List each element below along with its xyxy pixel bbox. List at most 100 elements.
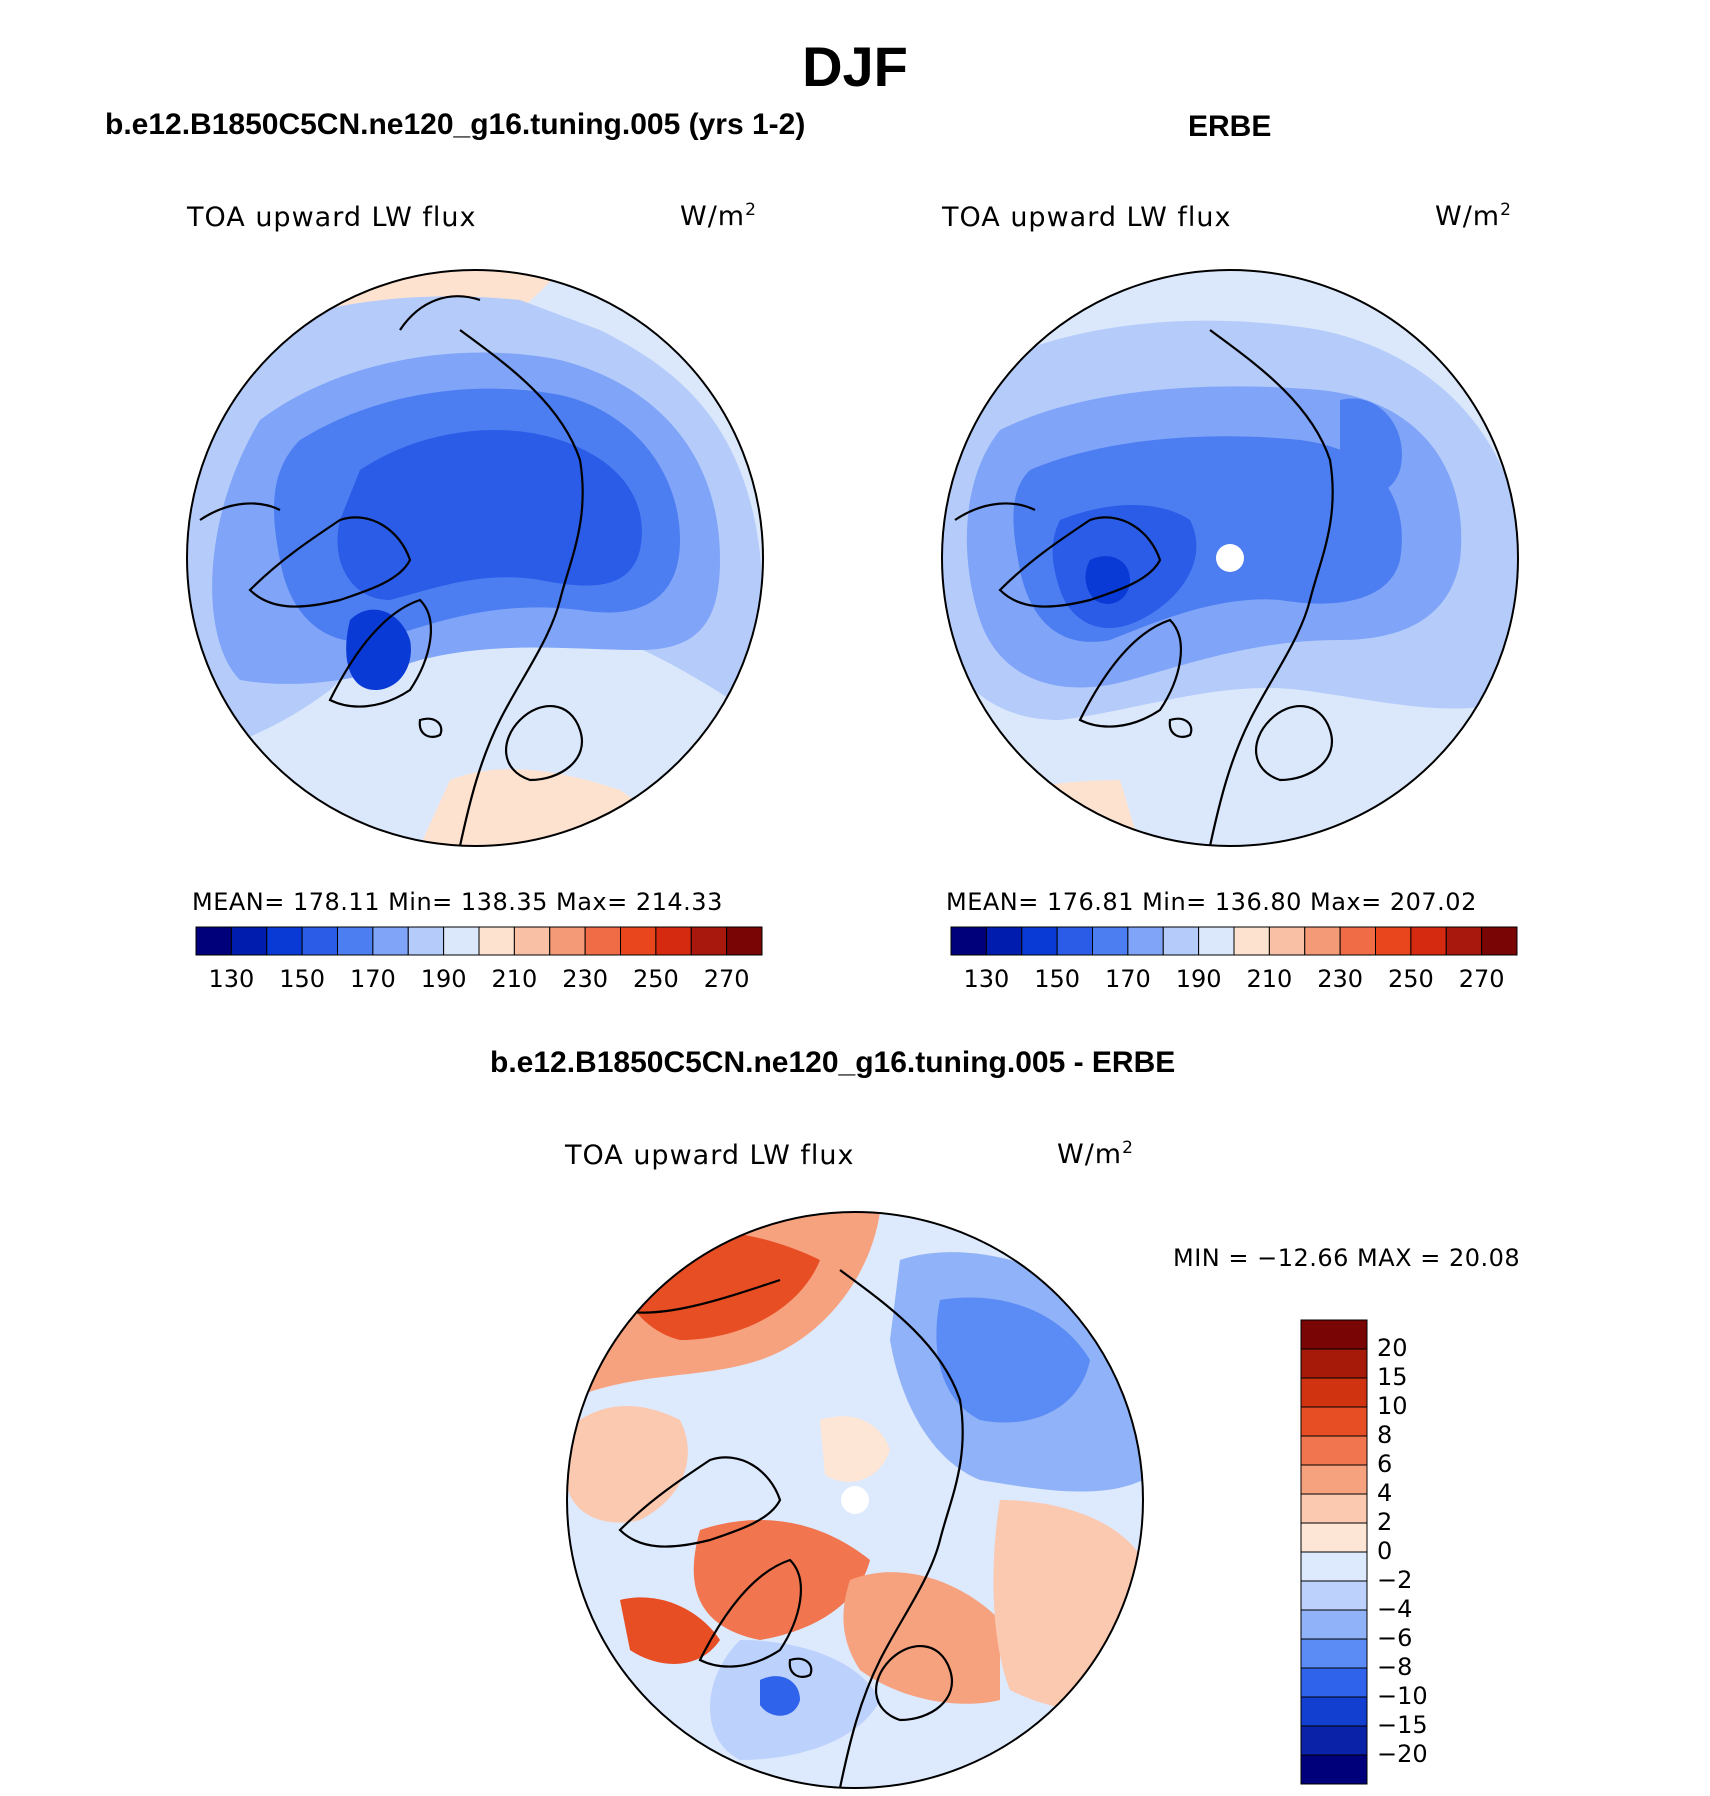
colorbar-diff-swatch: [1300, 1638, 1368, 1669]
colorbar-erbe-tick-label: 210: [1246, 965, 1293, 993]
colorbar-erbe-swatch: [985, 926, 1023, 956]
colorbar-diff-swatch: [1300, 1348, 1368, 1379]
colorbar-diff-tick-label: −8: [1377, 1653, 1413, 1681]
colorbar-diff-tick-label: 6: [1377, 1450, 1393, 1478]
colorbar-erbe-swatch: [1375, 926, 1412, 956]
colorbar-model-tick-label: 130: [208, 965, 255, 993]
units-label-erbe: W/m2: [1435, 200, 1512, 232]
colorbar-diff-tick-label: 15: [1377, 1363, 1408, 1391]
colorbar-model-swatch: [513, 926, 551, 956]
colorbar-model-swatch: [620, 926, 657, 956]
colorbar-diff-tick-label: −4: [1377, 1595, 1413, 1623]
colorbar-erbe-swatch: [1021, 926, 1058, 956]
colorbar-erbe-swatch: [1445, 926, 1483, 956]
colorbar-model-swatch: [301, 926, 338, 956]
colorbar-diff-swatch: [1300, 1725, 1368, 1756]
colorbar-erbe-swatch: [1339, 926, 1376, 956]
colorbar-model-swatch: [690, 926, 728, 956]
colorbar-model-swatch: [443, 926, 480, 956]
colorbar-diff-swatch: [1300, 1435, 1368, 1466]
colorbar-model-tick-label: 270: [703, 965, 750, 993]
colorbar-erbe-swatch: [1410, 926, 1447, 956]
erbe-field: [942, 270, 1518, 846]
colorbar-diff-tick-label: −2: [1377, 1566, 1413, 1594]
colorbar-model: [195, 926, 763, 956]
colorbar-erbe-swatch: [1304, 926, 1341, 956]
colorbar-erbe-tick-label: 270: [1458, 965, 1505, 993]
diff-pole-mask: [841, 1486, 869, 1514]
colorbar-erbe-tick-label: 190: [1175, 965, 1222, 993]
colorbar-model-swatch: [478, 926, 515, 956]
colorbar-diff-tick-label: 10: [1377, 1392, 1408, 1420]
panel-title-erbe: ERBE: [1188, 110, 1272, 143]
colorbar-diff-swatch: [1300, 1522, 1368, 1553]
colorbar-diff-tick-label: −15: [1377, 1711, 1428, 1739]
colorbar-model-tick-label: 190: [420, 965, 467, 993]
colorbar-diff-swatch: [1300, 1696, 1368, 1727]
erbe-pole-mask: [1216, 544, 1244, 572]
colorbar-model-swatch: [584, 926, 621, 956]
colorbar-model-swatch: [195, 926, 232, 956]
variable-label-model: TOA upward LW flux: [187, 202, 477, 233]
colorbar-model-tick-label: 150: [279, 965, 326, 993]
variable-label-diff: TOA upward LW flux: [565, 1140, 855, 1171]
colorbar-erbe-swatch: [1233, 926, 1270, 956]
colorbar-diff-tick-label: 8: [1377, 1421, 1393, 1449]
stats-diff: MIN = −12.66 MAX = 20.08: [1173, 1244, 1521, 1272]
model-coastlines: [199, 295, 584, 846]
colorbar-diff-swatch: [1300, 1493, 1368, 1524]
colorbar-erbe-swatch: [1268, 926, 1306, 956]
colorbar-diff-swatch: [1300, 1406, 1368, 1437]
colorbar-model-tick-label: 250: [632, 965, 679, 993]
erbe-coastlines: [954, 329, 1334, 846]
colorbar-diff-swatch: [1300, 1754, 1368, 1785]
colorbar-diff-swatch: [1300, 1464, 1368, 1495]
colorbar-erbe-swatch: [950, 926, 987, 956]
colorbar-model-swatch: [337, 926, 374, 956]
panel-title-diff: b.e12.B1850C5CN.ne120_g16.tuning.005 - E…: [490, 1046, 1176, 1079]
colorbar-erbe-tick-label: 230: [1317, 965, 1364, 993]
colorbar-erbe: [950, 926, 1518, 956]
colorbar-model-swatch: [230, 926, 268, 956]
main-title: DJF: [802, 35, 908, 98]
colorbar-erbe-tick-label: 150: [1034, 965, 1081, 993]
colorbar-erbe-tick-label: 130: [963, 965, 1010, 993]
colorbar-diff-tick-label: 20: [1377, 1334, 1408, 1362]
colorbar-erbe-swatch: [1127, 926, 1164, 956]
colorbar-erbe-swatch: [1092, 926, 1129, 956]
colorbar-diff: [1300, 1319, 1368, 1785]
colorbar-model-swatch: [726, 926, 763, 956]
stats-model: MEAN= 178.11 Min= 138.35 Max= 214.33: [192, 888, 723, 916]
colorbar-diff-tick-label: 2: [1377, 1508, 1393, 1536]
colorbar-model-swatch: [655, 926, 692, 956]
colorbar-model-swatch: [266, 926, 303, 956]
panel-title-model: b.e12.B1850C5CN.ne120_g16.tuning.005 (yr…: [105, 108, 806, 141]
units-label-model: W/m2: [680, 200, 757, 232]
colorbar-erbe-swatch: [1481, 926, 1518, 956]
colorbar-erbe-swatch: [1162, 926, 1200, 956]
stats-erbe: MEAN= 176.81 Min= 136.80 Max= 207.02: [946, 888, 1477, 916]
colorbar-model-tick-label: 230: [562, 965, 609, 993]
colorbar-erbe-tick-label: 250: [1387, 965, 1434, 993]
colorbar-erbe-swatch: [1056, 926, 1093, 956]
colorbar-diff-swatch: [1300, 1580, 1368, 1611]
colorbar-erbe-swatch: [1198, 926, 1235, 956]
colorbar-model-tick-label: 170: [349, 965, 396, 993]
colorbar-diff-swatch: [1300, 1377, 1368, 1408]
colorbar-diff-swatch: [1300, 1609, 1368, 1640]
colorbar-diff-tick-label: 0: [1377, 1537, 1393, 1565]
colorbar-model-swatch: [549, 926, 586, 956]
units-label-diff: W/m2: [1057, 1138, 1134, 1170]
colorbar-diff-swatch: [1300, 1667, 1368, 1698]
colorbar-diff-swatch: [1300, 1551, 1368, 1582]
colorbar-erbe-tick-label: 170: [1104, 965, 1151, 993]
colorbar-model-tick-label: 210: [491, 965, 538, 993]
colorbar-diff-tick-label: −10: [1377, 1682, 1428, 1710]
variable-label-erbe: TOA upward LW flux: [942, 202, 1232, 233]
colorbar-diff-swatch: [1300, 1319, 1368, 1350]
colorbar-model-swatch: [407, 926, 445, 956]
colorbar-model-swatch: [372, 926, 409, 956]
